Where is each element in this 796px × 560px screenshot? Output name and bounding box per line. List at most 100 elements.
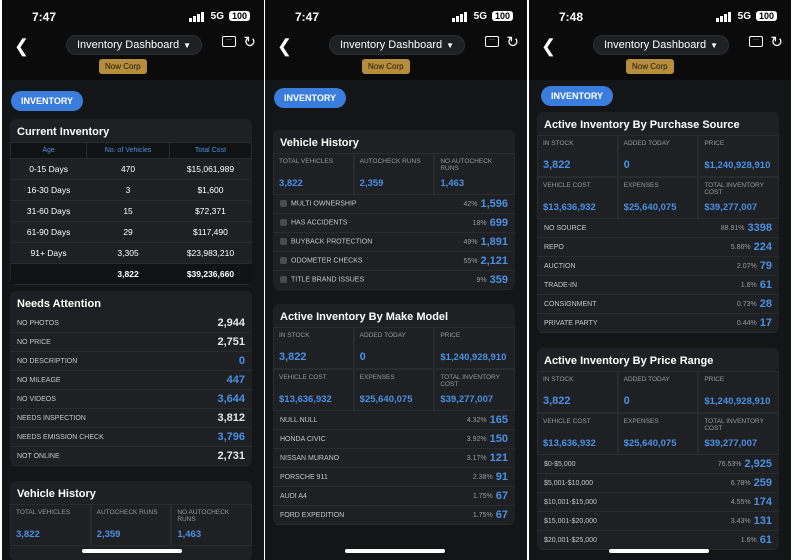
list-item[interactable]: FORD EXPEDITION 1.75% 67 <box>273 506 515 525</box>
battery-icon: 100 <box>228 11 250 21</box>
list-item[interactable]: TRADE-IN 1.6% 61 <box>537 276 779 295</box>
list-item[interactable]: AUCTION 2.07% 79 <box>537 257 779 276</box>
list-item[interactable]: BUYBACK PROTECTION 49% 1,891 <box>273 233 515 252</box>
stat-cell[interactable]: NO AUTOCHECK RUNS 1,463 <box>434 153 515 195</box>
item-percent: 2.07% <box>736 262 757 270</box>
list-item[interactable]: REPO 5.86% 224 <box>537 238 779 257</box>
stat-cell[interactable]: PRICE $1,240,928,910 <box>698 135 779 177</box>
stat-cell[interactable]: PRICE $1,240,928,910 <box>434 327 515 369</box>
list-item[interactable]: NULL NULL 4.32% 165 <box>273 411 515 430</box>
refresh-icon[interactable]: ↻ <box>243 34 256 51</box>
item-value: 3,796 <box>217 431 245 443</box>
stat-cell[interactable]: TOTAL VEHICLES 3,822 <box>273 153 354 195</box>
dashboard-content[interactable]: INVENTORY Vehicle History TOTAL VEHICLES… <box>265 80 527 560</box>
item-value: 61 <box>759 534 772 546</box>
company-badge[interactable]: Now Corp <box>626 59 674 74</box>
item-percent: 0.73% <box>736 300 757 308</box>
tab-inventory[interactable]: INVENTORY <box>274 88 347 108</box>
chat-icon[interactable]: ··· <box>222 36 236 47</box>
list-item[interactable]: $15,001-$20,000 3.43% 131 <box>537 512 779 531</box>
item-label: NO VIDEOS <box>17 395 56 403</box>
list-item[interactable]: NO VIDEOS 3,644 <box>10 390 252 409</box>
item-value: 0 <box>238 355 245 367</box>
list-item[interactable]: PORSCHE 911 2.38% 91 <box>273 468 515 487</box>
stat-cell[interactable]: TOTAL VEHICLES 3,822 <box>10 504 91 546</box>
card-title: Vehicle History <box>280 137 359 149</box>
item-value: 2,731 <box>217 450 245 462</box>
list-item[interactable]: $5,001-$10,000 6.78% 259 <box>537 474 779 493</box>
list-item[interactable]: $0-$5,000 76.53% 2,925 <box>537 455 779 474</box>
stat-cell[interactable]: PRICE $1,240,928,910 <box>698 371 779 413</box>
dashboard-content[interactable]: INVENTORY Active Inventory By Purchase S… <box>529 80 791 560</box>
phone-screen-3: 7:48 5G 100 ❮ Inventory Dashboard ▼ ··· ↻… <box>529 0 791 560</box>
tab-inventory[interactable]: INVENTORY <box>541 86 614 106</box>
stat-cell[interactable]: ADDED TODAY 0 <box>617 371 699 413</box>
home-indicator <box>345 549 445 553</box>
dashboard-selector[interactable]: Inventory Dashboard ▼ <box>593 35 730 55</box>
stat-cell[interactable]: AUTOCHECK RUNS 2,359 <box>353 153 435 195</box>
list-item[interactable]: NO PHOTOS 2,944 <box>10 314 252 333</box>
list-item[interactable]: NO MILEAGE 447 <box>10 371 252 390</box>
stat-label: TOTAL VEHICLES <box>279 158 334 165</box>
chat-icon[interactable]: ··· <box>485 36 499 47</box>
list-item[interactable]: PRIVATE PARTY 0.44% 17 <box>537 314 779 333</box>
stat-cell[interactable]: IN STOCK 3,822 <box>537 371 618 413</box>
stat-cell[interactable]: ADDED TODAY 0 <box>353 327 435 369</box>
stat-cell[interactable]: NO AUTOCHECK RUNS 1,463 <box>171 504 252 546</box>
stat-label: NO AUTOCHECK RUNS <box>177 509 230 523</box>
stat-cell[interactable]: VEHICLE COST $13,636,932 <box>537 413 618 455</box>
item-label: NO MILEAGE <box>17 376 61 384</box>
stat-value: $39,277,007 <box>440 394 494 405</box>
list-item[interactable]: TITLE BRAND ISSUES 9% 359 <box>273 271 515 290</box>
list-item[interactable]: HAS ACCIDENTS 18% 699 <box>273 214 515 233</box>
list-item[interactable]: $10,001-$15,000 4.55% 174 <box>537 493 779 512</box>
refresh-icon[interactable]: ↻ <box>770 34 783 51</box>
refresh-icon[interactable]: ↻ <box>506 34 519 51</box>
item-label: FORD EXPEDITION <box>280 511 345 519</box>
list-item[interactable]: ODOMETER CHECKS 55% 2,121 <box>273 252 515 271</box>
list-item[interactable]: NEEDS INSPECTION 3,812 <box>10 409 252 428</box>
table-cell: 31-60 Days <box>10 200 87 222</box>
stat-cell[interactable]: VEHICLE COST $13,636,932 <box>273 369 354 411</box>
back-arrow-icon[interactable]: ❮ <box>277 36 293 56</box>
list-item[interactable]: NO SOURCE 88.91% 3398 <box>537 219 779 238</box>
item-label: HONDA CIVIC <box>280 435 326 443</box>
list-item[interactable]: NEEDS EMISSION CHECK 3,796 <box>10 428 252 447</box>
stat-cell[interactable]: TOTAL INVENTORY COST $39,277,007 <box>698 413 779 455</box>
stat-cell[interactable]: EXPENSES $25,640,075 <box>617 177 699 219</box>
list-item[interactable]: MULTI OWNERSHIP 42% 1,596 <box>273 195 515 214</box>
chat-icon[interactable]: ··· <box>749 36 763 47</box>
back-arrow-icon[interactable]: ❮ <box>541 36 557 56</box>
list-item[interactable]: NO PRICE 2,751 <box>10 333 252 352</box>
back-arrow-icon[interactable]: ❮ <box>14 36 30 56</box>
list-item[interactable]: NOT ONLINE 2,731 <box>10 447 252 466</box>
item-value: 67 <box>495 509 508 521</box>
stat-cell[interactable]: ADDED TODAY 0 <box>617 135 699 177</box>
stat-cell[interactable]: EXPENSES $25,640,075 <box>353 369 435 411</box>
list-item[interactable]: HONDA CIVIC 3.92% 150 <box>273 430 515 449</box>
card-title: Vehicle History <box>17 488 96 500</box>
dashboard-selector[interactable]: Inventory Dashboard ▼ <box>66 35 203 55</box>
company-badge[interactable]: Now Corp <box>362 59 410 74</box>
list-item[interactable]: $20,001-$25,000 1.6% 61 <box>537 531 779 550</box>
list-item[interactable]: CONSIGNMENT 0.73% 28 <box>537 295 779 314</box>
list-item[interactable]: AUDI A4 1.75% 67 <box>273 487 515 506</box>
stat-cell[interactable]: IN STOCK 3,822 <box>537 135 618 177</box>
tab-inventory[interactable]: INVENTORY <box>11 91 84 111</box>
dashboard-selector[interactable]: Inventory Dashboard ▼ <box>329 35 466 55</box>
stat-cell[interactable]: TOTAL INVENTORY COST $39,277,007 <box>434 369 515 411</box>
stat-cell[interactable]: VEHICLE COST $13,636,932 <box>537 177 618 219</box>
stat-cell[interactable]: AUTOCHECK RUNS 2,359 <box>90 504 172 546</box>
stat-cell[interactable]: EXPENSES $25,640,075 <box>617 413 699 455</box>
stat-value: 1,463 <box>177 529 202 540</box>
stat-cell[interactable]: IN STOCK 3,822 <box>273 327 354 369</box>
dashboard-content[interactable]: INVENTORY Current Inventory Age No. of V… <box>2 80 264 560</box>
company-badge[interactable]: Now Corp <box>99 59 147 74</box>
item-label: NO DESCRIPTION <box>17 357 78 365</box>
card-title: Active Inventory By Price Range <box>544 355 714 367</box>
item-label: NOT ONLINE <box>17 452 60 460</box>
network-label: 5G <box>210 11 224 22</box>
stat-cell[interactable]: TOTAL INVENTORY COST $39,277,007 <box>698 177 779 219</box>
list-item[interactable]: NO DESCRIPTION 0 <box>10 352 252 371</box>
list-item[interactable]: NISSAN MURANO 3.17% 121 <box>273 449 515 468</box>
